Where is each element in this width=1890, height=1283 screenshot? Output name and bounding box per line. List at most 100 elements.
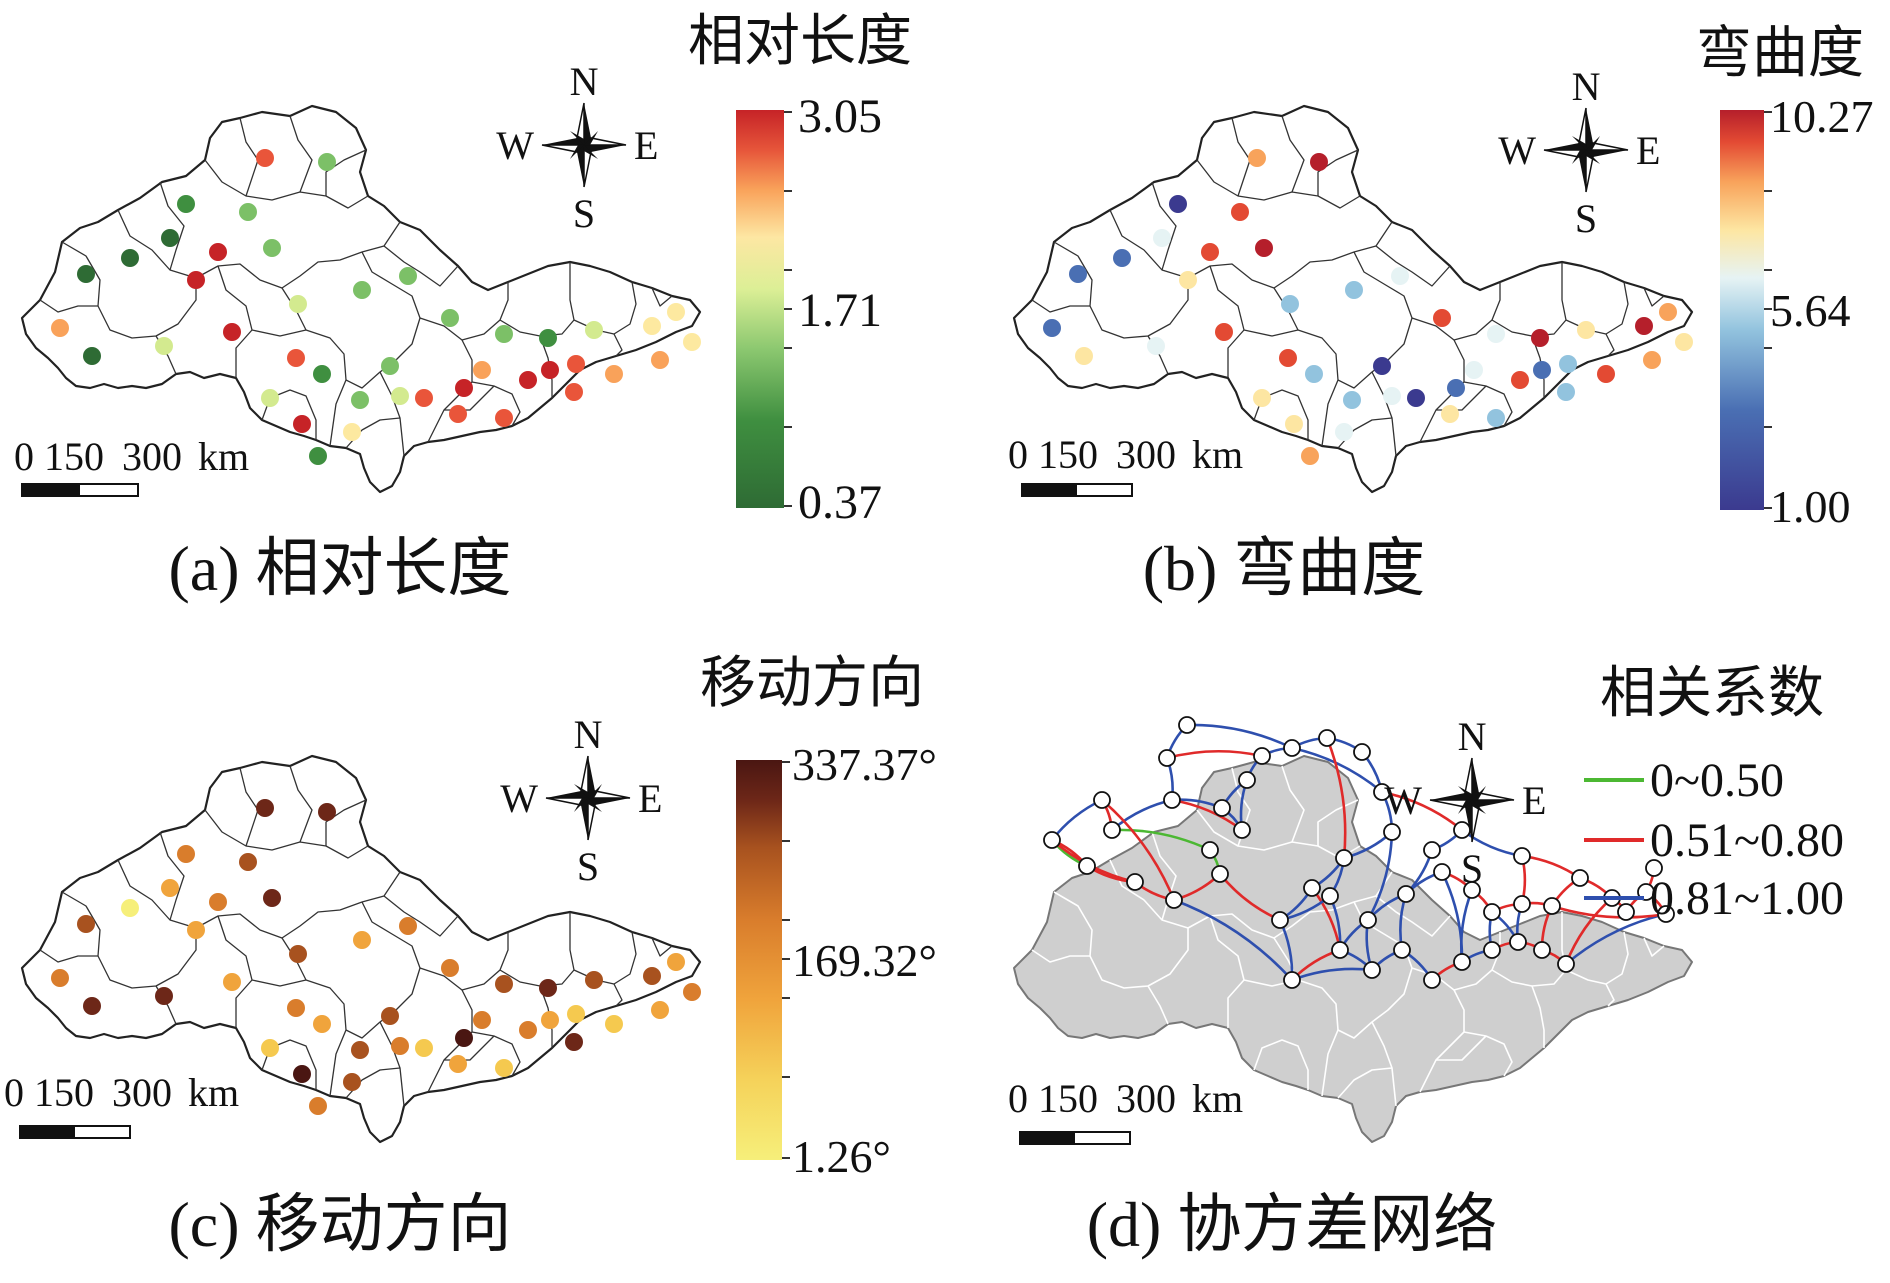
scalebar-d: 0 150 300 km [1008,1076,1243,1145]
map-point-b-8 [1179,271,1197,289]
network-node-23 [1359,911,1377,929]
map-point-b-43 [1447,379,1465,397]
map-point-a-24 [473,361,491,379]
network-edge-57 [1565,912,1667,965]
scale-label-300: 300 [122,434,182,479]
compass-n: N [574,712,603,757]
map-point-b-34 [1675,333,1693,351]
network-node-8 [1253,747,1271,765]
data-points-b [1043,149,1693,465]
map-point-a-19 [539,329,557,347]
map-point-b-5 [1255,239,1273,257]
network-node-45 [1533,941,1551,959]
map-point-a-27 [313,365,331,383]
network-edge-69 [1101,799,1176,901]
map-point-a-20 [585,321,603,339]
network-node-1 [1093,791,1111,809]
map-point-c-11 [353,931,371,949]
map-point-a-16 [155,337,173,355]
map-point-c-18 [495,975,513,993]
map-point-c-4 [161,879,179,897]
network-node-38 [1423,841,1441,859]
compass-s: S [573,191,595,236]
network-node-28 [1513,895,1531,913]
network-node-30 [1571,869,1589,887]
network-node-22 [1331,941,1349,959]
legend-mid-c: 169.32° [792,935,937,986]
map-point-b-7 [1113,249,1131,267]
map-point-c-40 [343,1073,361,1091]
map-point-a-23 [83,347,101,365]
map-point-b-35 [1253,389,1271,407]
scale-label-300: 300 [1116,432,1176,477]
map-point-c-6 [209,893,227,911]
network-node-10 [1318,729,1336,747]
network-node-27 [1483,903,1501,921]
network-node-29 [1543,897,1561,915]
colorbar-b: 弯曲度 10.27 5.64 1.00 [1696,23,1874,532]
panel-b: N S E W 弯曲度 10.27 5.64 1.00 0 150 300 km… [1008,23,1874,604]
map-point-b-4 [1153,229,1171,247]
network-node-6 [1178,716,1196,734]
map-point-b-33 [1643,351,1661,369]
scale-label-150: 150 [44,434,104,479]
colorbar-ramp-b [1720,110,1764,510]
map-point-c-41 [293,1065,311,1083]
map-point-a-10 [77,265,95,283]
compass-e: E [1522,778,1546,823]
network-edge-0 [1050,798,1103,841]
scale-label-300: 300 [112,1070,172,1115]
map-point-b-15 [1433,309,1451,327]
network-node-13 [1383,823,1401,841]
map-point-c-36 [351,1041,369,1059]
network-edge-25 [1166,750,1263,760]
network-edge-27 [1325,737,1347,859]
map-point-b-3 [1231,203,1249,221]
map-point-b-21 [1635,317,1653,335]
map-point-b-11 [1345,281,1363,299]
legend-max-c: 337.37° [792,739,937,790]
network-node-26 [1463,881,1481,899]
map-point-c-14 [51,969,69,987]
map-point-b-42 [1301,447,1319,465]
scale-label-150: 150 [1038,432,1098,477]
scale-label-km: km [1192,1076,1243,1121]
legend-title-c: 移动方向 [700,653,924,715]
panel-d: N S E W 相关系数 0~0.50 0.51~0.80 0.81~1.00 … [1008,663,1844,1260]
map-point-b-22 [1659,303,1677,321]
map-point-c-0 [256,799,274,817]
map-point-a-14 [51,319,69,337]
compass-s: S [1461,846,1483,891]
network-edge-60 [1366,831,1394,921]
map-point-b-13 [1215,323,1233,341]
map-point-c-32 [605,1015,623,1033]
network-node-4 [1213,799,1231,817]
map-point-a-5 [263,239,281,257]
map-point-a-30 [567,355,585,373]
compass-s: S [577,844,599,889]
map-point-c-43 [455,1029,473,1047]
map-point-b-32 [1597,365,1615,383]
map-point-c-10 [77,915,95,933]
compass-n: N [570,59,599,104]
map-point-c-33 [651,1001,669,1019]
compass-n: N [1572,64,1601,109]
scale-label-0: 0 [1008,432,1028,477]
map-point-b-20 [1577,321,1595,339]
scale-label-150: 150 [1038,1076,1098,1121]
scale-label-0: 0 [14,434,34,479]
map-point-c-2 [177,845,195,863]
compass-a: N S E W [496,59,658,236]
network-node-7 [1238,771,1256,789]
map-point-c-8 [187,921,205,939]
map-point-b-1 [1310,153,1328,171]
map-point-c-5 [263,889,281,907]
network-node-42 [1453,953,1471,971]
network-node-16 [1271,911,1289,929]
map-point-a-33 [651,351,669,369]
network-edge-26 [1291,746,1383,794]
legend-min-c: 1.26° [792,1131,891,1182]
compass-w: W [1498,128,1536,173]
network-node-35 [1645,859,1663,877]
map-point-a-6 [209,243,227,261]
